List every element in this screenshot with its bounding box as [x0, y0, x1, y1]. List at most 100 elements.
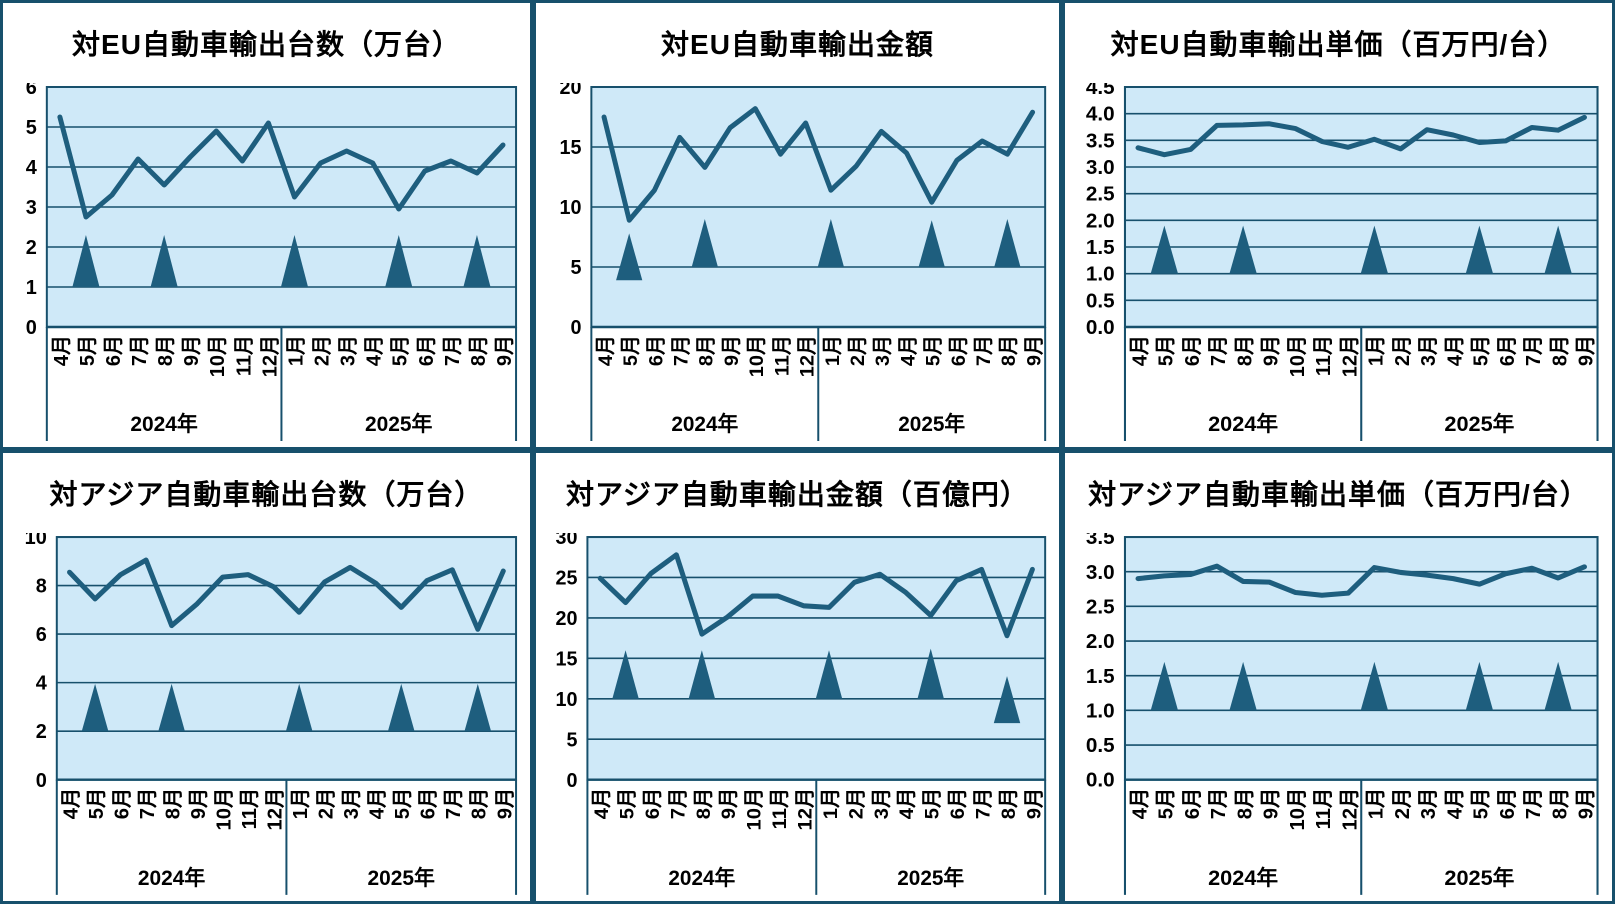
x-axis-month-label: 5月: [922, 788, 944, 819]
y-axis-tick-label: 3.0: [1086, 561, 1115, 584]
x-axis-month-label: 8月: [163, 788, 185, 819]
chart-panel-eu-export-unit-price: 対EU自動車輸出単価（百万円/台） 0.0 0.5 1.0 1.5 2.0 2.5 3.0 3…: [1062, 0, 1615, 450]
x-axis-month-label: 5月: [1470, 335, 1492, 366]
x-axis-month-label: 11月: [239, 788, 261, 830]
y-axis-tick-label: 3.0: [1086, 157, 1115, 179]
triangle-marker: [81, 683, 109, 732]
x-axis-month-label: 10月: [1286, 788, 1309, 831]
triangle-marker: [1544, 225, 1572, 274]
x-axis-year-label: 2025年: [1444, 865, 1514, 890]
x-axis-month-label: 2月: [1392, 335, 1414, 366]
y-axis-tick-label: 6: [36, 624, 47, 646]
x-axis-month-label: 2月: [312, 335, 334, 366]
triangle-marker: [1465, 661, 1494, 711]
data-line: [67, 557, 506, 632]
x-axis-month-label: 7月: [137, 788, 159, 819]
x-axis-month-label: 6月: [948, 335, 970, 366]
x-axis-month-label: 10月: [214, 788, 236, 831]
x-axis-month-label: 8月: [998, 788, 1020, 819]
x-axis-month-label: 4月: [367, 788, 389, 819]
triangle-marker: [280, 235, 309, 287]
y-axis-tick-label: 10: [25, 533, 47, 549]
y-axis-tick-label: 2.0: [1086, 211, 1115, 233]
triangle-marker: [464, 683, 492, 732]
data-line: [601, 106, 1036, 223]
x-axis-month-label: 3月: [872, 335, 894, 366]
x-axis-month-label: 8月: [696, 335, 718, 366]
chart-title: 対アジア自動車輸出金額（百億円）: [566, 479, 1029, 510]
chart-panel-asia-export-unit-price: 対アジア自動車輸出単価（百万円/台） 0.0 0.5 1.0 1.5 2.0 2.5 3.0…: [1062, 450, 1615, 904]
triangle-marker: [993, 676, 1021, 724]
y-axis-tick-label: 4: [26, 157, 37, 179]
x-axis-year-label: 2025年: [1444, 411, 1514, 436]
x-axis-month-label: 12月: [797, 335, 819, 377]
x-axis-month-label: 6月: [1182, 335, 1204, 366]
triangle-marker: [158, 683, 185, 732]
x-axis-year-label: 2025年: [898, 412, 965, 436]
triangle-marker: [72, 235, 100, 287]
x-axis-month-label: 6月: [112, 788, 134, 819]
x-axis-month-label: 9月: [1260, 335, 1282, 366]
data-line: [1135, 114, 1587, 158]
y-axis-tick-label: 2: [26, 237, 37, 259]
x-axis-month-label: 4月: [61, 788, 83, 819]
y-axis-tick-label: 4.5: [1086, 83, 1115, 99]
y-axis-tick-label: 5: [567, 729, 578, 751]
triangle-marker: [994, 219, 1021, 267]
x-axis-month-label: 7月: [973, 788, 995, 819]
x-axis-month-label: 5月: [1155, 335, 1177, 366]
x-axis-year-label: 2024年: [130, 412, 197, 436]
x-axis-month-label: 2月: [847, 335, 869, 366]
x-axis-month-label: 12月: [795, 788, 817, 831]
x-axis-month-label: 8月: [1234, 335, 1256, 366]
x-axis-month-label: 9月: [1259, 788, 1282, 819]
triangle-marker: [1229, 225, 1257, 274]
chart-title: 対EU自動車輸出台数（万台）: [72, 29, 461, 60]
data-line: [1135, 563, 1587, 598]
x-axis-month-label: 6月: [1181, 788, 1204, 819]
x-axis-month-label: 8月: [998, 335, 1020, 366]
y-axis-tick-label: 15: [556, 648, 578, 670]
y-axis-tick-label: 5: [570, 257, 581, 279]
x-axis-month-label: 9月: [1575, 335, 1597, 366]
y-axis-tick-label: 3.5: [1086, 131, 1115, 153]
x-axis-month-label: 3月: [341, 788, 363, 819]
x-axis-month-label: 5月: [390, 335, 412, 366]
x-axis-month-label: 1月: [285, 335, 307, 366]
triangle-marker: [150, 235, 178, 287]
x-axis-month-label: 8月: [693, 788, 715, 819]
triangle-marker: [1360, 225, 1389, 274]
x-axis-month-label: 6月: [103, 335, 125, 366]
triangle-marker: [688, 650, 716, 699]
asia-export-unit-price-chart: 0.00.51.01.52.02.53.03.54月 5月 6月 7月 8月 9月 10月 1…: [1086, 533, 1599, 895]
chart-panel-eu-export-value: 対EU自動車輸出金額 0 5 10 15 20 4月 5月 6月 7月 8月 9月 10月 11月 12月…: [533, 0, 1062, 450]
x-axis-month-label: 3月: [1418, 335, 1440, 366]
x-axis-month-label: 7月: [1207, 788, 1230, 819]
x-axis-month-label: 6月: [418, 788, 440, 819]
triangle-marker: [616, 233, 643, 281]
y-axis-tick-label: 3.5: [1086, 533, 1115, 549]
y-axis-tick-label: 20: [559, 83, 581, 99]
y-axis-tick-label: 0: [570, 317, 581, 339]
x-axis-month-label: 1月: [822, 335, 844, 366]
chart-title: 対アジア自動車輸出単価（百万円/台）: [1088, 479, 1589, 510]
x-axis-month-label: 2月: [846, 788, 868, 819]
x-axis-month-label: 6月: [416, 335, 438, 366]
triangle-marker: [285, 683, 313, 732]
x-axis-month-label: 11月: [233, 335, 255, 376]
x-axis-month-label: 9月: [718, 788, 740, 819]
x-axis-month-label: 4月: [364, 335, 386, 366]
x-axis-month-label: 7月: [442, 335, 464, 366]
x-axis-month-label: 2月: [1391, 788, 1414, 819]
y-axis-tick-label: 2.5: [1086, 596, 1115, 619]
y-axis-tick-label: 0.5: [1086, 734, 1115, 757]
x-axis-month-label: 3月: [338, 335, 360, 366]
triangle-marker: [1544, 661, 1572, 711]
x-axis-year-label: 2024年: [671, 412, 738, 436]
y-axis-tick-label: 0.0: [1086, 769, 1115, 792]
x-axis-month-label: 6月: [1496, 788, 1519, 819]
triangle-marker: [815, 650, 843, 699]
y-axis-tick-label: 2.5: [1086, 184, 1115, 206]
